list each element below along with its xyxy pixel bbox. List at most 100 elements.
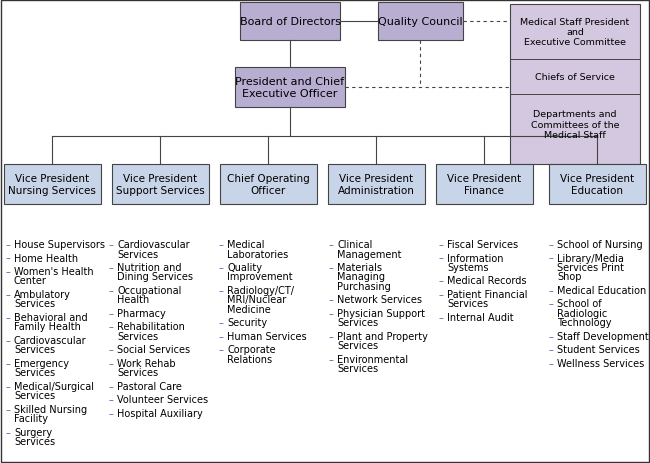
Text: –: – xyxy=(6,253,11,263)
Text: Services: Services xyxy=(14,368,55,378)
Text: Surgery: Surgery xyxy=(14,427,52,437)
Text: Corporate: Corporate xyxy=(227,345,276,355)
Bar xyxy=(510,5,640,165)
Text: Services: Services xyxy=(117,249,158,259)
Text: Emergency: Emergency xyxy=(14,358,69,368)
Text: –: – xyxy=(109,263,114,272)
Text: –: – xyxy=(6,427,11,437)
Text: Environmental: Environmental xyxy=(337,354,408,364)
Text: Improvement: Improvement xyxy=(227,272,292,282)
Text: Medical Education: Medical Education xyxy=(557,285,646,295)
Text: –: – xyxy=(219,345,224,355)
Text: Management: Management xyxy=(337,249,402,259)
Text: –: – xyxy=(219,285,224,295)
Text: Ambulatory: Ambulatory xyxy=(14,289,71,300)
Text: Services: Services xyxy=(337,364,378,374)
Text: Physician Support: Physician Support xyxy=(337,308,425,319)
Text: –: – xyxy=(329,354,334,364)
Text: Quality Council: Quality Council xyxy=(378,17,462,27)
Text: –: – xyxy=(6,335,11,345)
Bar xyxy=(378,3,463,41)
Text: –: – xyxy=(439,276,444,286)
Text: Managing: Managing xyxy=(337,272,385,282)
Text: Nutrition and: Nutrition and xyxy=(117,263,181,272)
Text: Human Services: Human Services xyxy=(227,332,307,341)
Text: Technology: Technology xyxy=(557,318,612,328)
Text: –: – xyxy=(109,322,114,332)
Bar xyxy=(436,165,532,205)
Text: Center: Center xyxy=(14,276,47,286)
Text: –: – xyxy=(109,239,114,250)
Bar xyxy=(235,68,345,108)
Text: MRI/Nuclear: MRI/Nuclear xyxy=(227,295,286,305)
Text: Vice President
Finance: Vice President Finance xyxy=(447,174,521,195)
Text: School of: School of xyxy=(557,299,602,309)
Text: –: – xyxy=(6,266,11,276)
Text: Volunteer Services: Volunteer Services xyxy=(117,394,208,405)
Text: Quality: Quality xyxy=(227,263,262,272)
Text: –: – xyxy=(219,332,224,341)
Bar xyxy=(549,165,645,205)
Text: –: – xyxy=(329,308,334,319)
Text: –: – xyxy=(109,394,114,405)
Text: –: – xyxy=(219,263,224,272)
Bar xyxy=(112,165,209,205)
Text: –: – xyxy=(109,285,114,295)
Text: Health: Health xyxy=(117,295,150,305)
Text: –: – xyxy=(109,345,114,355)
Text: Social Services: Social Services xyxy=(117,345,190,355)
Text: –: – xyxy=(549,285,554,295)
Text: Medical: Medical xyxy=(227,239,265,250)
Text: Departments and
Committees of the
Medical Staff: Departments and Committees of the Medica… xyxy=(531,110,619,140)
Text: –: – xyxy=(6,404,11,414)
Text: Wellness Services: Wellness Services xyxy=(557,358,644,368)
Text: –: – xyxy=(6,239,11,250)
Text: Vice President
Nursing Services: Vice President Nursing Services xyxy=(8,174,96,195)
Text: Board of Directors: Board of Directors xyxy=(239,17,341,27)
Text: School of Nursing: School of Nursing xyxy=(557,239,643,250)
Text: –: – xyxy=(109,358,114,368)
Text: Services: Services xyxy=(117,368,158,378)
Text: –: – xyxy=(109,408,114,418)
Bar xyxy=(328,165,424,205)
Text: House Supervisors: House Supervisors xyxy=(14,239,105,250)
Text: –: – xyxy=(549,358,554,368)
Text: Patient Financial: Patient Financial xyxy=(447,289,528,300)
Bar xyxy=(240,3,340,41)
Text: Medicine: Medicine xyxy=(227,304,271,314)
Text: –: – xyxy=(329,239,334,250)
Text: –: – xyxy=(6,358,11,368)
Text: Cardiovascular: Cardiovascular xyxy=(117,239,190,250)
Text: –: – xyxy=(549,332,554,341)
Text: Home Health: Home Health xyxy=(14,253,78,263)
Text: –: – xyxy=(6,381,11,391)
Text: Rehabilitation: Rehabilitation xyxy=(117,322,185,332)
Text: Security: Security xyxy=(227,318,267,328)
Text: Work Rehab: Work Rehab xyxy=(117,358,176,368)
Bar xyxy=(220,165,317,205)
Text: –: – xyxy=(329,295,334,305)
Text: –: – xyxy=(329,263,334,272)
Text: Student Services: Student Services xyxy=(557,345,640,355)
Text: Women's Health: Women's Health xyxy=(14,266,94,276)
Text: –: – xyxy=(439,313,444,322)
Text: Services: Services xyxy=(14,437,55,446)
Text: Services: Services xyxy=(337,318,378,328)
Text: Clinical: Clinical xyxy=(337,239,372,250)
Text: –: – xyxy=(439,239,444,250)
Text: –: – xyxy=(549,239,554,250)
Text: –: – xyxy=(219,239,224,250)
Text: Medical Staff President
and
Executive Committee: Medical Staff President and Executive Co… xyxy=(521,18,630,47)
Text: Medical Records: Medical Records xyxy=(447,276,526,286)
Text: –: – xyxy=(549,299,554,309)
Text: Cardiovascular: Cardiovascular xyxy=(14,335,86,345)
Text: Materials: Materials xyxy=(337,263,382,272)
Text: Library/Media: Library/Media xyxy=(557,253,624,263)
Text: Vice President
Administration: Vice President Administration xyxy=(337,174,415,195)
Bar xyxy=(3,165,101,205)
Text: Vice President
Support Services: Vice President Support Services xyxy=(116,174,204,195)
Text: Purchasing: Purchasing xyxy=(337,282,391,291)
Text: Services: Services xyxy=(337,341,378,351)
Text: –: – xyxy=(439,289,444,300)
Text: Network Services: Network Services xyxy=(337,295,422,305)
